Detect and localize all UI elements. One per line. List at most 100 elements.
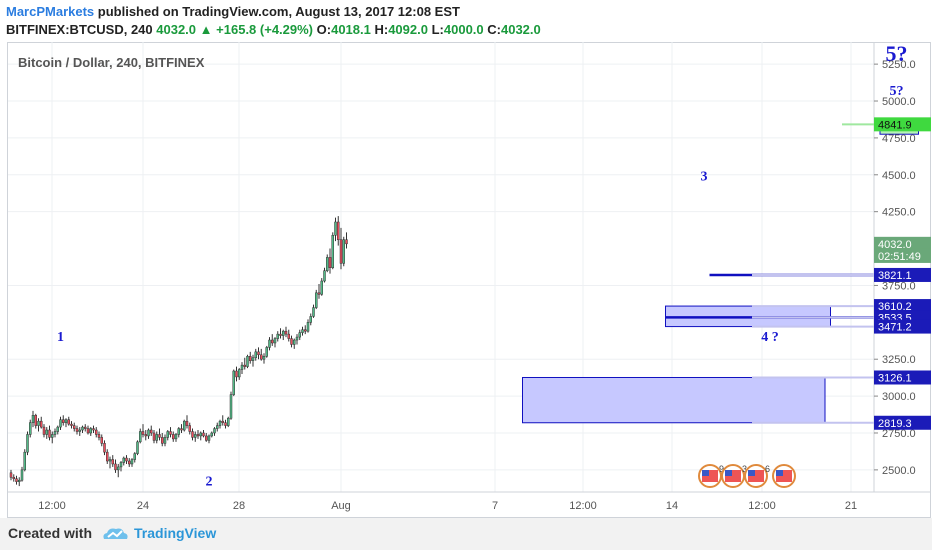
chart-header: MarcPMarkets published on TradingView.co… xyxy=(0,0,932,42)
y-tick-label: 5250.0 xyxy=(882,59,916,71)
candle xyxy=(95,427,98,438)
candle-body xyxy=(196,434,200,437)
candle-body xyxy=(20,469,24,481)
price-tag: 4032.0 xyxy=(874,236,931,251)
tradingview-cloud-icon[interactable] xyxy=(100,524,130,544)
candle-body xyxy=(169,431,172,435)
x-tick-label: 14 xyxy=(666,500,678,512)
candle-body xyxy=(334,221,337,236)
candle xyxy=(282,329,285,341)
symbol-label: BITFINEX:BTCUSD, 240 xyxy=(6,22,153,37)
events-badges[interactable]: 9 3 6 xyxy=(698,464,796,488)
tradingview-link[interactable]: TradingView xyxy=(134,525,217,541)
y-tick-label: 5000.0 xyxy=(882,96,916,108)
candle xyxy=(238,368,241,380)
candle-body xyxy=(37,420,40,426)
candle xyxy=(97,431,101,441)
candle-body xyxy=(345,239,348,245)
candle-body xyxy=(240,364,244,370)
candle xyxy=(15,475,18,485)
candle xyxy=(166,430,169,441)
candle xyxy=(106,449,109,464)
candle-body xyxy=(279,333,282,336)
candle xyxy=(125,455,128,464)
candle-body xyxy=(89,428,92,434)
candle-body xyxy=(306,322,310,332)
price-tag-label: 3821.1 xyxy=(878,270,912,282)
candle xyxy=(185,415,189,429)
candle xyxy=(100,434,103,447)
candle-body xyxy=(9,472,13,478)
candle-body xyxy=(92,428,95,431)
price-tags: 4841.94032.002:51:493821.13610.23533.534… xyxy=(752,117,931,430)
candle-body xyxy=(271,339,274,344)
candle xyxy=(268,337,271,351)
candle xyxy=(199,431,202,441)
candle xyxy=(64,418,68,428)
candle xyxy=(290,335,293,348)
event-count: 6 xyxy=(765,464,770,474)
candle-body xyxy=(337,221,340,240)
x-tick-label: 12:00 xyxy=(748,500,776,512)
candle-body xyxy=(26,434,29,453)
candle xyxy=(224,419,227,429)
candle-body xyxy=(45,429,48,435)
low-label: L: xyxy=(431,22,444,37)
candle-body xyxy=(29,422,32,435)
candle-body xyxy=(67,419,70,425)
close-value: 4032.0 xyxy=(500,22,541,37)
price-tag-bg xyxy=(874,299,931,314)
candle xyxy=(75,425,79,435)
wave-label: 2 xyxy=(206,474,213,489)
candle xyxy=(45,427,48,439)
candle xyxy=(59,416,62,431)
candle-body xyxy=(12,476,15,479)
wave-label: 1 xyxy=(57,330,64,345)
x-tick-label: Aug xyxy=(331,500,351,512)
candle-body xyxy=(34,415,37,426)
candle xyxy=(42,424,46,438)
candle xyxy=(339,227,343,270)
candle-body xyxy=(260,354,263,360)
candle xyxy=(161,432,164,447)
candle-body xyxy=(136,441,139,454)
candle-body xyxy=(158,434,161,438)
author-link[interactable]: MarcPMarkets xyxy=(6,4,95,19)
candle xyxy=(29,419,32,438)
candle xyxy=(249,351,252,364)
price-change: +165.8 (+4.29%) xyxy=(216,22,314,37)
price-tag-bg xyxy=(874,267,931,282)
candle-body xyxy=(53,431,57,435)
candle xyxy=(232,369,235,397)
candle xyxy=(276,331,279,342)
candle xyxy=(240,362,244,374)
candle xyxy=(202,430,205,438)
candle-body xyxy=(95,429,98,435)
candle xyxy=(301,326,304,336)
candle xyxy=(326,254,329,273)
price-tag-label: 4841.9 xyxy=(878,119,912,131)
candle-body xyxy=(298,332,301,338)
candle-body xyxy=(122,457,125,463)
candle-body xyxy=(155,434,158,441)
candle xyxy=(70,421,73,429)
candle-body xyxy=(238,369,241,378)
candle xyxy=(174,432,178,442)
price-tag: 3471.2 xyxy=(874,319,931,334)
candle xyxy=(218,419,222,429)
candle-body xyxy=(62,419,65,423)
candle-body xyxy=(103,443,106,453)
price-tag-bg xyxy=(874,117,931,132)
candle-body xyxy=(100,437,103,444)
price-tag-bg xyxy=(874,319,931,334)
candle xyxy=(53,428,57,438)
candle-body xyxy=(199,432,202,437)
candle xyxy=(309,313,312,326)
wave-label: 5? xyxy=(890,84,904,99)
price-tag-label: 3126.1 xyxy=(878,372,912,384)
publish-line: MarcPMarkets published on TradingView.co… xyxy=(6,4,460,19)
x-tick-label: 28 xyxy=(233,500,245,512)
candle-body xyxy=(249,356,252,361)
candle xyxy=(103,440,106,456)
